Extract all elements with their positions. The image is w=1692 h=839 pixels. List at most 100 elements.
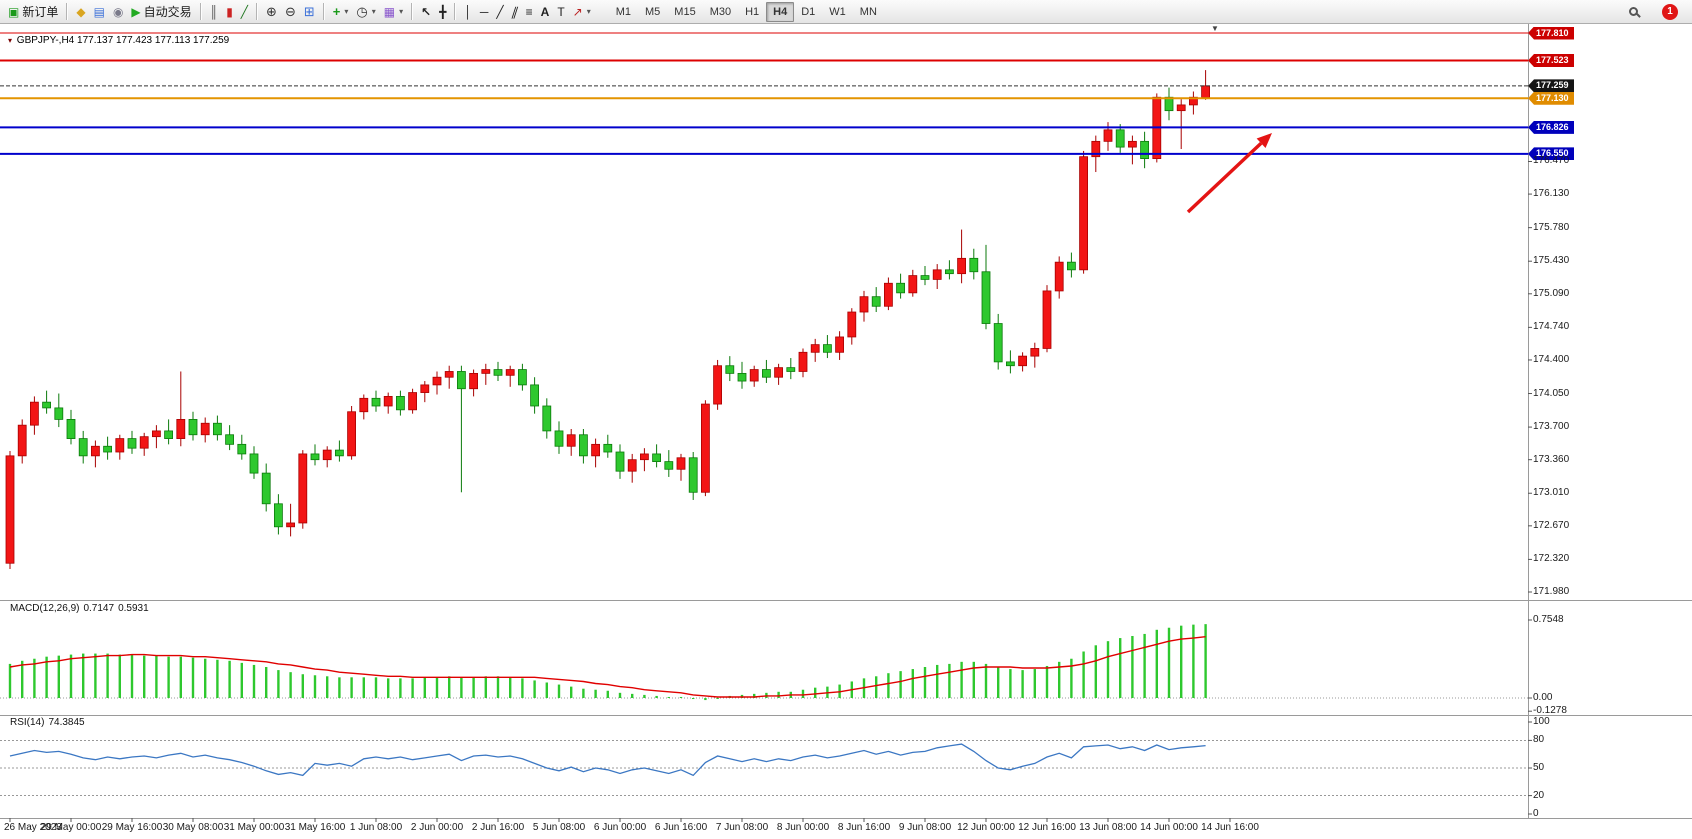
new-order-button[interactable]: ▣ 新订单: [4, 2, 62, 22]
macd-signal-value: 0.5931: [118, 603, 149, 614]
dropdown-caret-icon: ▾: [344, 7, 349, 16]
notification-badge[interactable]: 1: [1662, 3, 1678, 20]
arrows-button[interactable]: ↗ ▾: [569, 2, 595, 22]
line-chart-button[interactable]: ╱: [237, 2, 252, 22]
equidistant-channel-button[interactable]: ∥: [508, 2, 522, 22]
macd-histogram-bar: [167, 656, 170, 698]
market-watch-button[interactable]: ◆: [72, 2, 89, 22]
macd-histogram-bar: [228, 660, 231, 698]
candle-body: [1115, 129, 1125, 148]
candle-body: [29, 401, 39, 426]
candle-body: [481, 369, 491, 374]
search-button[interactable]: [1625, 2, 1642, 22]
macd-histogram-bar: [1119, 638, 1122, 698]
macd-histogram-bar: [667, 696, 670, 698]
macd-histogram-bar: [423, 677, 426, 698]
candle-body: [774, 367, 783, 378]
dropdown-caret-icon: ▾: [371, 7, 376, 16]
crosshair-button[interactable]: ╋: [435, 2, 450, 22]
time-axis-label: 7 Jun 08:00: [715, 822, 769, 833]
trendline-button[interactable]: ╱: [492, 2, 507, 22]
candle-body: [859, 296, 869, 313]
vertical-line-button[interactable]: │: [460, 2, 476, 22]
macd-histogram-bar: [277, 670, 280, 698]
indicators-button[interactable]: + ▾: [329, 2, 353, 22]
price-axis-label: 173.360: [1533, 453, 1570, 465]
timeframe-button-m5[interactable]: M5: [645, 5, 661, 18]
candle-body: [1054, 261, 1064, 292]
candle-body: [17, 424, 27, 457]
macd-histogram-bar: [1155, 629, 1158, 698]
candle-body: [151, 430, 161, 438]
time-axis-label: 12 Jun 16:00: [1018, 822, 1076, 833]
timeframe-button-h4[interactable]: H4: [766, 1, 795, 22]
macd-histogram-bar: [1033, 669, 1036, 698]
price-axis-label: 174.050: [1533, 387, 1570, 399]
candle-body: [383, 395, 393, 407]
fibonacci-button[interactable]: ≡: [522, 2, 537, 22]
bar-chart-button[interactable]: ║: [206, 2, 223, 22]
toolbar-separator: [411, 3, 414, 20]
price-axis-label: 173.010: [1533, 487, 1570, 499]
periods-icon: ◷: [356, 3, 368, 19]
macd-histogram-bar: [57, 655, 60, 698]
candle-body: [469, 372, 479, 390]
candlestick-chart-button[interactable]: ▮: [222, 2, 237, 22]
text-button[interactable]: A: [537, 2, 554, 22]
timeframe-button-h1[interactable]: H1: [745, 5, 760, 18]
macd-histogram-bar: [350, 677, 353, 698]
macd-histogram-bar: [252, 664, 256, 698]
macd-histogram-bar: [631, 693, 634, 698]
navigator-button[interactable]: ◉: [109, 2, 127, 22]
tile-windows-button[interactable]: ⊞: [300, 2, 319, 22]
templates-button[interactable]: ▦ ▾: [380, 2, 407, 22]
annotation-arrow-shaft[interactable]: [1186, 142, 1263, 214]
macd-histogram-bar: [618, 692, 622, 698]
candle-body: [1201, 85, 1210, 98]
timeframe-button-m1[interactable]: M1: [615, 5, 632, 18]
macd-histogram-bar: [484, 676, 487, 698]
candle-body: [676, 457, 686, 470]
candle-body: [566, 434, 576, 447]
timeframe-button-m30[interactable]: M30: [709, 5, 732, 18]
candle-body: [322, 449, 332, 461]
market-watch-icon: ◆: [76, 4, 86, 19]
macd-histogram-bar: [594, 689, 597, 698]
price-tag: 176.550: [1528, 147, 1574, 161]
macd-histogram-bar: [204, 658, 207, 698]
timeframe-button-mn[interactable]: MN: [859, 5, 877, 18]
zoom-in-button[interactable]: ⊕: [262, 2, 281, 22]
data-window-button[interactable]: ▤: [90, 2, 109, 22]
macd-histogram-bar: [411, 678, 414, 698]
price-tag: 177.523: [1528, 54, 1574, 68]
candle-body: [225, 434, 235, 445]
macd-histogram-bar: [21, 660, 24, 698]
macd-histogram-bar: [972, 661, 975, 698]
cursor-button[interactable]: ↖: [417, 2, 435, 22]
macd-histogram-bar: [130, 654, 134, 698]
autotrading-button[interactable]: ▶ 自动交易: [127, 2, 195, 22]
horizontal-line-button[interactable]: ─: [476, 2, 493, 22]
chart-shift-marker[interactable]: ▼: [1211, 24, 1219, 33]
candle-body: [1042, 290, 1052, 349]
text-label-button[interactable]: T: [553, 2, 568, 22]
price-tag: 177.259: [1528, 79, 1574, 93]
zoom-out-button[interactable]: ⊖: [281, 2, 300, 22]
periods-button[interactable]: ◷ ▾: [352, 2, 379, 22]
candle-body: [920, 275, 930, 280]
candle-body: [334, 449, 344, 457]
candle-body: [896, 282, 905, 294]
macd-histogram-bar: [899, 671, 902, 698]
candle-body: [139, 436, 149, 449]
data-window-icon: ▤: [93, 4, 105, 19]
candle-body: [579, 434, 588, 457]
candle-body: [737, 372, 747, 382]
vertical-line-icon: │: [464, 4, 472, 19]
candle-body: [249, 453, 259, 474]
macd-histogram-bar: [216, 659, 219, 698]
timeframe-button-m15[interactable]: M15: [674, 5, 696, 18]
timeframe-button-d1[interactable]: D1: [801, 5, 816, 18]
price-axis-label: 174.740: [1533, 321, 1570, 333]
annotation-arrow-head[interactable]: [1256, 133, 1272, 149]
timeframe-button-w1[interactable]: W1: [829, 5, 846, 18]
